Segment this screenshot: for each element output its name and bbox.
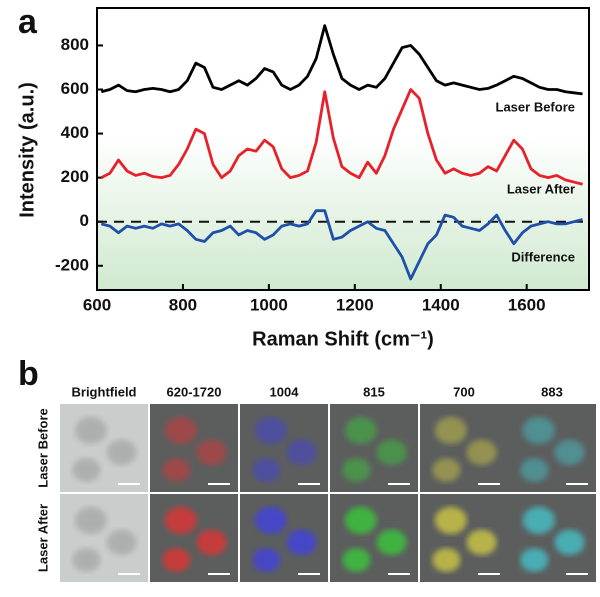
series-line [100, 209, 583, 281]
cell [554, 529, 585, 556]
cell [286, 529, 317, 556]
cell [74, 416, 107, 444]
x-tick-label: 1000 [250, 295, 288, 314]
series-label: Laser After [507, 181, 575, 196]
cell [254, 416, 287, 444]
cell [342, 548, 371, 572]
cell [72, 548, 101, 572]
cell [286, 439, 317, 466]
column-header: 1004 [270, 384, 300, 399]
image-grid: Brightfield 620-1720 1004 815 700 883 Laser Be… [35, 384, 596, 582]
y-tick-label: -200 [55, 255, 89, 274]
cell [434, 506, 467, 534]
cell [196, 529, 227, 556]
series-line [100, 24, 583, 96]
x-tick-label: 800 [169, 295, 197, 314]
plot-background [97, 8, 589, 290]
cell [344, 416, 377, 444]
row-header: Laser Before [35, 408, 50, 487]
cell [432, 548, 461, 572]
cell [466, 439, 497, 466]
y-tick-label: 400 [61, 123, 89, 142]
cell [252, 458, 281, 482]
x-tick-label: 1200 [336, 295, 374, 314]
x-tick-label: 1400 [422, 295, 460, 314]
y-tick-label: 200 [61, 167, 89, 186]
cell [162, 458, 191, 482]
cell [72, 458, 101, 482]
x-tick-label: 600 [83, 295, 111, 314]
cell [520, 548, 549, 572]
cell [522, 506, 555, 534]
cell [74, 506, 107, 534]
cell [162, 548, 191, 572]
cell [520, 458, 549, 482]
cell [376, 439, 407, 466]
y-tick-label: 600 [61, 79, 89, 98]
column-header: 620-1720 [167, 384, 222, 399]
cell [106, 439, 137, 466]
x-tick-label: 1600 [508, 295, 546, 314]
cell [164, 506, 197, 534]
cell [196, 439, 227, 466]
series-line [100, 88, 583, 186]
column-header: 815 [363, 384, 385, 399]
cell [344, 506, 377, 534]
cell [432, 458, 461, 482]
cell [434, 416, 467, 444]
y-tick-label: 0 [80, 211, 89, 230]
chart: 600 800 1000 1200 1400 1600 -200 0 200 400 600 800 L… [55, 7, 590, 314]
cell [252, 548, 281, 572]
cell [554, 439, 585, 466]
cell [342, 458, 371, 482]
column-header: Brightfield [72, 384, 137, 399]
cell [522, 416, 555, 444]
plot-frame [96, 7, 590, 291]
cell [376, 529, 407, 556]
y-tick-label: 800 [61, 35, 89, 54]
cell [466, 529, 497, 556]
column-header: 700 [453, 384, 475, 399]
cell [106, 529, 137, 556]
cell [254, 506, 287, 534]
panel-label: a [18, 3, 38, 41]
row-header: Laser After [35, 504, 50, 572]
cell [164, 416, 197, 444]
series-label: Difference [511, 249, 575, 264]
series-label: Laser Before [496, 99, 575, 114]
panel-label: b [18, 355, 39, 393]
column-header: 883 [541, 384, 563, 399]
y-axis-label: Intensity (a.u.) [16, 82, 38, 218]
x-axis-label: Raman Shift (cm⁻¹) [252, 328, 434, 350]
